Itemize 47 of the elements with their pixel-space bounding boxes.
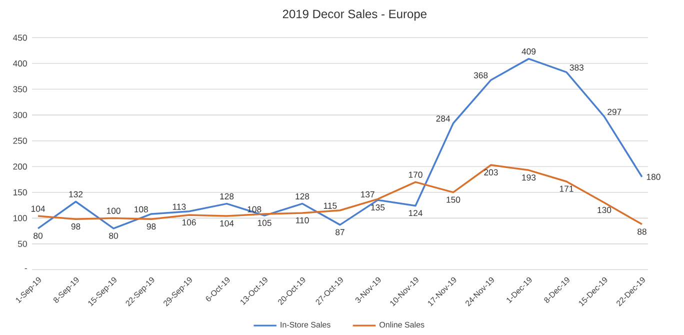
data-label: 284 [436,116,450,122]
data-label: 203 [484,169,498,176]
chart-title: 2019 Decor Sales - Europe [282,9,426,21]
y-tick-label: 250 [13,138,27,144]
data-label: 105 [258,220,272,226]
data-label: 130 [598,206,612,214]
data-label: 100 [106,208,120,214]
y-tick-label: 100 [14,215,27,222]
data-label: 98 [146,223,156,230]
data-label: 115 [324,202,337,209]
y-tick-label: 150 [14,189,27,196]
data-label: 128 [296,193,310,200]
data-label: 113 [172,204,186,210]
data-label: 409 [522,48,536,55]
data-label: 108 [248,206,262,212]
y-tick-label: 450 [13,34,27,41]
data-label: 128 [220,193,234,200]
data-label: 297 [608,108,622,115]
data-label: 132 [69,191,83,198]
data-label: 87 [336,229,344,236]
data-label: 98 [71,223,80,230]
legend-label: Online Sales [380,322,424,328]
legend-label: In-Store Sales [280,322,330,328]
y-tick-label: 400 [13,60,27,67]
data-label: 80 [34,232,43,239]
data-label: 108 [134,206,148,212]
y-tick-label: 200 [13,164,27,170]
y-tick-label: 350 [13,86,27,92]
data-label: 137 [361,191,374,198]
data-label: 106 [182,219,196,226]
data-label: 180 [646,174,660,180]
data-label: 104 [220,220,234,226]
y-tick-label: 50 [18,240,27,247]
data-label: 193 [522,174,536,181]
data-label: 383 [570,64,584,71]
y-tick-label: - [24,268,27,270]
data-label: 150 [446,196,460,203]
data-label: 80 [109,232,118,239]
data-label: 88 [638,228,646,235]
y-tick-label: 300 [13,112,27,118]
data-label: 171 [560,186,574,192]
data-label: 110 [296,217,309,224]
data-label: 104 [31,206,46,212]
data-label: 135 [371,204,385,210]
data-label: 368 [474,72,488,78]
data-label: 170 [408,172,422,178]
data-label: 124 [408,210,422,216]
